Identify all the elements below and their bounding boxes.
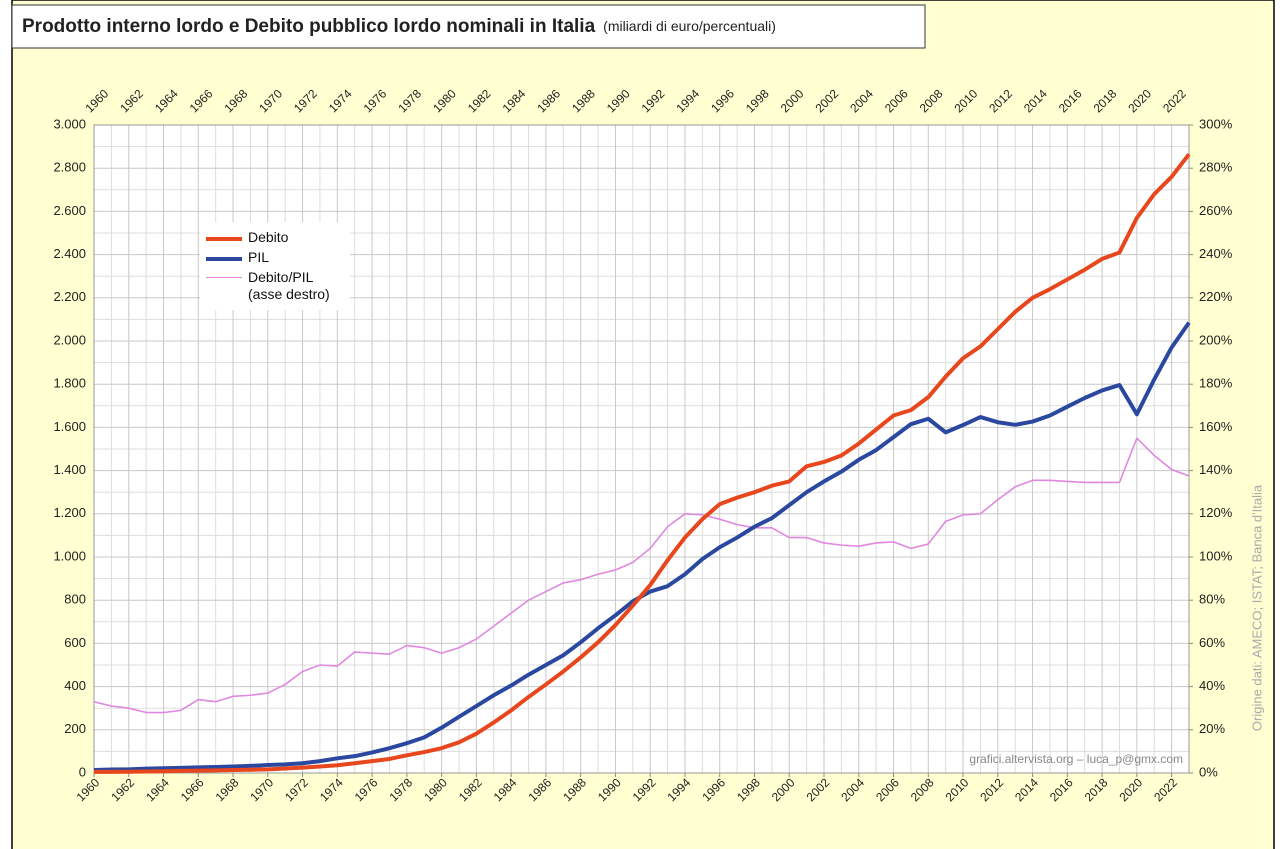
legend: Debito PIL Debito/PIL (asse destro) bbox=[200, 222, 350, 310]
y2-tick-label: 120% bbox=[1199, 505, 1233, 520]
y2-tick-label: 40% bbox=[1199, 678, 1225, 693]
series-line bbox=[94, 152, 1191, 774]
y2-tick-label: 160% bbox=[1199, 419, 1233, 434]
y2-tick-label: 0% bbox=[1199, 764, 1218, 779]
y2-tick-label: 220% bbox=[1199, 289, 1233, 304]
y2-tick-label: 140% bbox=[1199, 462, 1233, 477]
y2-tick-label: 300% bbox=[1199, 116, 1233, 131]
y2-tick-label: 240% bbox=[1199, 246, 1233, 261]
legend-item: PIL bbox=[200, 249, 350, 266]
legend-swatch bbox=[206, 277, 242, 278]
y-tick-label: 2.400 bbox=[53, 246, 86, 261]
legend-label: Debito bbox=[248, 229, 289, 245]
legend-item: Debito/PIL (asse destro) bbox=[200, 269, 350, 303]
y2-tick-label: 20% bbox=[1199, 721, 1225, 736]
y2-tick-label: 100% bbox=[1199, 548, 1233, 563]
legend-item: Debito bbox=[200, 229, 350, 246]
title-box bbox=[11, 4, 926, 49]
credit: grafici.altervista.org – luca_p@gmx.com bbox=[969, 752, 1183, 766]
legend-label: PIL bbox=[248, 249, 270, 265]
y2-tick-label: 60% bbox=[1199, 635, 1225, 650]
legend-swatch bbox=[206, 257, 242, 261]
legend-label: Debito/PIL (asse destro) bbox=[248, 269, 330, 302]
y2-tick-label: 180% bbox=[1199, 376, 1233, 391]
y-tick-label: 2.000 bbox=[53, 332, 86, 347]
plot-frame bbox=[93, 124, 1190, 774]
y-tick-label: 600 bbox=[64, 635, 86, 650]
y-tick-label: 1.400 bbox=[53, 462, 86, 477]
legend-swatch bbox=[206, 237, 242, 241]
y2-tick-label: 80% bbox=[1199, 592, 1225, 607]
title: Prodotto interno lordo e Debito pubblico… bbox=[22, 16, 596, 37]
y-tick-label: 400 bbox=[64, 678, 86, 693]
y2-tick-label: 200% bbox=[1199, 332, 1233, 347]
series-line bbox=[93, 437, 1190, 714]
source: Origine dati: AMECO; ISTAT; Banca d'Ital… bbox=[1249, 484, 1264, 731]
subtitle: (miliardi di euro/percentuali) bbox=[603, 18, 776, 34]
y-tick-label: 0 bbox=[79, 764, 86, 779]
y-tick-label: 1.600 bbox=[53, 419, 86, 434]
y-tick-label: 1.000 bbox=[53, 548, 86, 563]
y-tick-label: 200 bbox=[64, 721, 86, 736]
y2-tick-label: 280% bbox=[1199, 160, 1233, 175]
y-tick-label: 2.200 bbox=[53, 289, 86, 304]
y-tick-label: 1.800 bbox=[53, 376, 86, 391]
chart-title: Prodotto interno lordo e Debito pubblico… bbox=[22, 16, 776, 37]
y-tick-label: 2.600 bbox=[53, 203, 86, 218]
y-tick-label: 2.800 bbox=[53, 160, 86, 175]
y2-tick-label: 260% bbox=[1199, 203, 1233, 218]
grid bbox=[93, 124, 1189, 774]
y-tick-label: 800 bbox=[64, 592, 86, 607]
y-tick-label: 3.000 bbox=[53, 116, 86, 131]
y-tick-label: 1.200 bbox=[53, 505, 86, 520]
